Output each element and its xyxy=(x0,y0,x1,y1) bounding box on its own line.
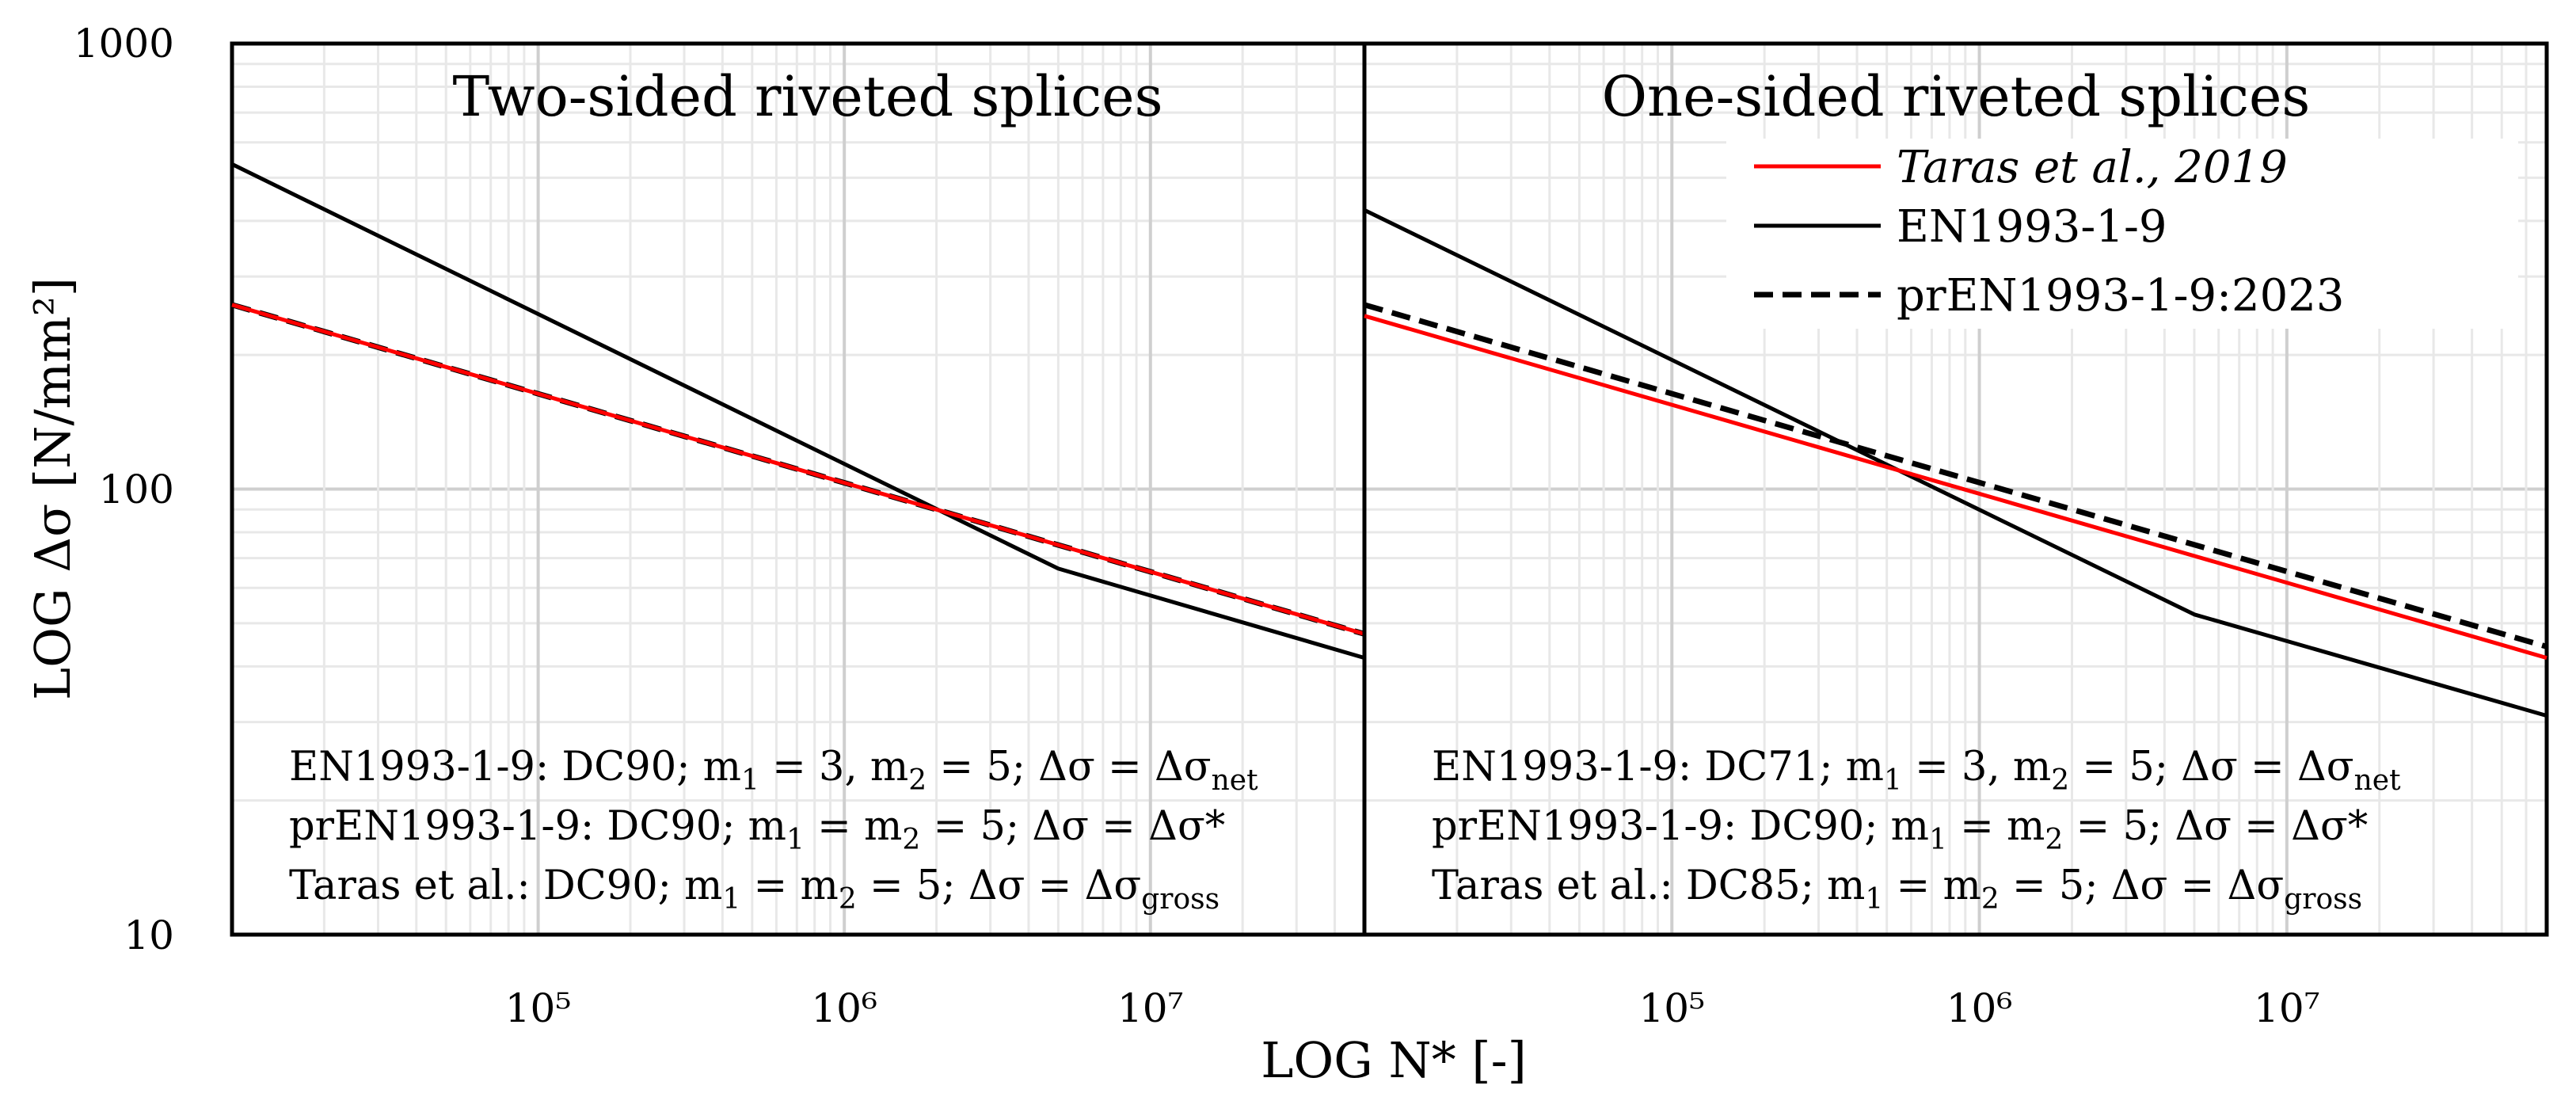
y-tick-label: 100 xyxy=(99,467,174,512)
panel-frame xyxy=(1362,41,2549,937)
legend-label-pren1993: prEN1993-1-9:2023 xyxy=(1897,270,2345,322)
annotation-pren1993: prEN1993-1-9: DC90; m1 = m2 = 5; Δσ = Δσ… xyxy=(1432,803,2368,856)
panel-two-sided: Two-sided riveted splices 10⁵ 10⁶ 10⁷ EN19… xyxy=(230,41,1367,1031)
panel-series xyxy=(230,162,1365,661)
legend: Taras et al., 2019 EN1993-1-9 prEN1993-1… xyxy=(1726,139,2518,329)
x-tick-label: 10⁶ xyxy=(1946,985,2013,1031)
x-tick-label: 10⁶ xyxy=(811,985,877,1031)
x-tick-labels: 10⁵ 10⁶ 10⁷ xyxy=(1638,985,2319,1031)
annotation-en1993: EN1993-1-9: DC90; m1 = 3, m2 = 5; Δσ = Δ… xyxy=(289,744,1258,797)
legend-label-taras: Taras et al., 2019 xyxy=(1897,142,2288,193)
x-tick-label: 10⁷ xyxy=(2254,985,2320,1031)
x-tick-label: 10⁵ xyxy=(505,985,572,1031)
x-tick-label: 10⁵ xyxy=(1638,985,1705,1031)
legend-label-en1993: EN1993-1-9 xyxy=(1897,201,2167,253)
y-axis-label: LOG Δσ [N/mm²] xyxy=(24,277,82,700)
panel-annotations: EN1993-1-9: DC71; m1 = 3, m2 = 5; Δσ = Δ… xyxy=(1432,744,2401,916)
panel-title: One-sided riveted splices xyxy=(1602,64,2311,129)
panel-series xyxy=(1363,208,2547,718)
panel-annotations: EN1993-1-9: DC90; m1 = 3, m2 = 5; Δσ = Δ… xyxy=(289,744,1258,916)
y-tick-label: 1000 xyxy=(74,21,174,67)
x-axis-label: LOG N* [-] xyxy=(1261,1031,1527,1089)
x-tick-label: 10⁷ xyxy=(1117,985,1184,1031)
x-tick-labels: 10⁵ 10⁶ 10⁷ xyxy=(505,985,1184,1031)
y-tick-labels: 1000 100 10 xyxy=(74,21,174,958)
annotation-en1993: EN1993-1-9: DC71; m1 = 3, m2 = 5; Δσ = Δ… xyxy=(1432,744,2401,797)
annotation-taras: Taras et al.: DC90; m1 = m2 = 5; Δσ = Δσ… xyxy=(289,863,1220,916)
panel-title: Two-sided riveted splices xyxy=(452,64,1162,129)
series-line-en1993 xyxy=(1363,208,2547,718)
series-line-taras xyxy=(1364,314,2547,661)
annotation-taras: Taras et al.: DC85; m1 = m2 = 5; Δσ = Δσ… xyxy=(1432,863,2362,916)
panel-grid xyxy=(232,44,1364,935)
y-tick-label: 10 xyxy=(124,912,174,958)
series-line-taras xyxy=(231,303,1365,636)
annotation-pren1993: prEN1993-1-9: DC90; m1 = m2 = 5; Δσ = Δσ… xyxy=(289,803,1225,856)
series-line-pren1993 xyxy=(1364,302,2547,649)
series-line-en1993 xyxy=(230,162,1365,661)
